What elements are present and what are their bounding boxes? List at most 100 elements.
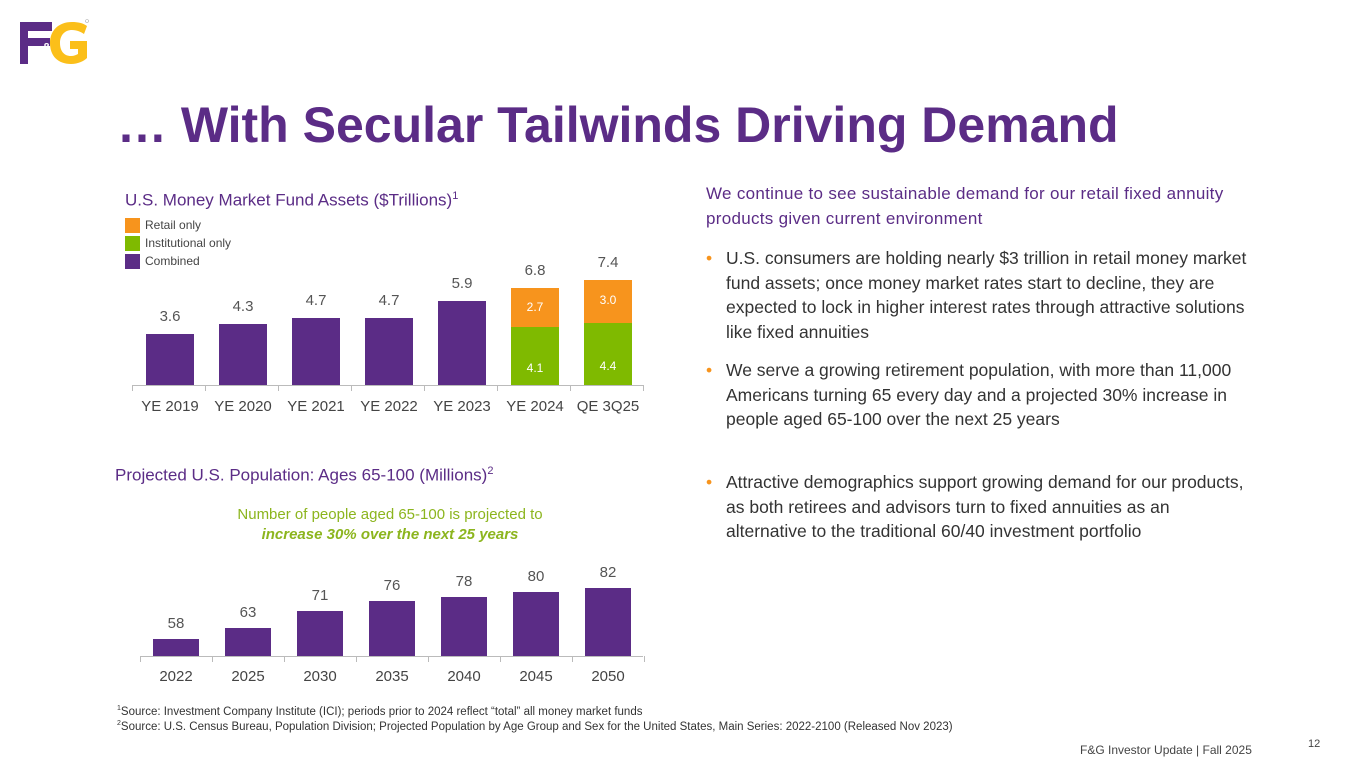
- footnote-text: Source: U.S. Census Bureau, Population D…: [120, 720, 953, 733]
- chart2-title-text: Projected U.S. Population: Ages 65-100 (…: [115, 465, 488, 485]
- legend-institutional: Institutional only: [125, 234, 231, 252]
- value-label: 82: [599, 564, 617, 581]
- footnote-text: Source: Investment Company Institute (IC…: [120, 705, 643, 718]
- legend-label: Combined: [145, 254, 200, 268]
- legend-swatch: [125, 235, 140, 251]
- value-label: 76: [383, 576, 401, 594]
- legend-retail: Retail only: [125, 216, 231, 234]
- institutional-value-label: 4.1: [526, 360, 544, 375]
- bullet-text: Attractive demographics support growing …: [726, 472, 1244, 541]
- x-tick: [284, 656, 285, 662]
- x-tick: [500, 656, 501, 662]
- bar-institutional: [511, 326, 559, 385]
- x-tick: [570, 385, 571, 391]
- page-number: 12: [1308, 738, 1321, 750]
- total-value-label: 5.9: [451, 275, 473, 293]
- x-tick-label: 2035: [375, 668, 409, 685]
- annotation-line: Number of people aged 65-100 is projecte…: [237, 506, 543, 523]
- x-tick-label: YE 2022: [360, 398, 418, 415]
- total-value-label: 3.6: [159, 307, 181, 325]
- bar-population: [153, 639, 199, 656]
- x-tick: [278, 385, 279, 391]
- bullet-text: We serve a growing retirement population…: [726, 360, 1232, 429]
- chart2-footnote-ref: 2: [487, 465, 494, 477]
- total-value-label: 4.7: [305, 292, 327, 310]
- total-value-label: 6.8: [524, 262, 546, 280]
- total-value-label: 7.4: [597, 253, 619, 271]
- x-tick: [572, 656, 573, 662]
- footnote-1: 1Source: Investment Company Institute (I…: [117, 705, 642, 718]
- x-tick-label: YE 2019: [141, 398, 199, 415]
- value-label: 63: [239, 604, 257, 622]
- bar-retail: [511, 288, 559, 327]
- bar-institutional: [584, 322, 632, 385]
- total-value-label: 4.7: [378, 292, 400, 310]
- x-tick-label: 2040: [447, 668, 481, 685]
- x-axis: [132, 385, 643, 386]
- bullet-icon: •: [706, 360, 713, 380]
- chart1-title-text: U.S. Money Market Fund Assets ($Trillion…: [125, 190, 453, 210]
- x-tick: [351, 385, 352, 391]
- chart1-footnote-ref: 1: [452, 190, 459, 202]
- footnote-2: 2Source: U.S. Census Bureau, Population …: [117, 720, 953, 733]
- legend-swatch: [125, 217, 140, 233]
- legend-label: Retail only: [145, 218, 202, 232]
- bar-population: [297, 611, 343, 656]
- value-label: 78: [455, 572, 473, 590]
- bullet-item: • U.S. consumers are holding nearly $3 tr…: [706, 246, 1251, 344]
- x-tick: [643, 385, 644, 391]
- x-tick-label: 2022: [159, 668, 193, 685]
- bar-population: [369, 600, 415, 656]
- chart1-title: U.S. Money Market Fund Assets ($Trillion…: [125, 190, 458, 211]
- x-tick-label: 2030: [303, 668, 337, 685]
- value-label: 80: [527, 568, 545, 586]
- footnote-marker: 1: [117, 705, 121, 712]
- footer-text: F&G Investor Update | Fall 2025: [1080, 743, 1252, 757]
- x-tick-label: 2025: [231, 668, 265, 685]
- chart2-title: Projected U.S. Population: Ages 65-100 (…: [115, 465, 493, 486]
- bar-population: [441, 596, 487, 656]
- bar-combined: [146, 333, 194, 385]
- bullet-text: U.S. consumers are holding nearly $3 tri…: [726, 248, 1247, 342]
- x-tick-label: YE 2024: [506, 398, 564, 415]
- footnote-marker: 2: [117, 720, 121, 727]
- x-tick-label: 2045: [519, 668, 553, 685]
- bullet-icon: •: [706, 472, 713, 492]
- x-tick: [205, 385, 206, 391]
- total-value-label: 4.3: [232, 297, 254, 315]
- legend-label: Institutional only: [145, 236, 232, 250]
- value-label: 71: [311, 587, 329, 605]
- right-heading: We continue to see sustainable demand fo…: [706, 184, 1224, 228]
- bullet-item: • Attractive demographics support growing…: [706, 470, 1251, 544]
- chart2-annotation: Number of people aged 65-100 is projecte…: [180, 505, 600, 545]
- bar-combined: [219, 323, 267, 385]
- value-label: 58: [167, 615, 185, 632]
- bar-combined: [365, 318, 413, 385]
- retail-value-label: 3.0: [599, 293, 617, 308]
- fg-logo: &: [20, 19, 89, 64]
- svg-text:&: &: [42, 40, 51, 55]
- bar-population: [225, 628, 271, 656]
- x-tick: [644, 656, 645, 662]
- x-tick: [424, 385, 425, 391]
- x-tick: [356, 656, 357, 662]
- institutional-value-label: 4.4: [599, 358, 617, 373]
- x-tick: [132, 385, 133, 391]
- x-tick: [497, 385, 498, 391]
- retail-value-label: 2.7: [526, 299, 544, 314]
- bar-combined: [292, 318, 340, 385]
- bullet-icon: •: [706, 248, 713, 268]
- bar-retail: [584, 279, 632, 323]
- chart1-legend: Retail only Institutional only Combined: [125, 216, 231, 270]
- page-title: … With Secular Tailwinds Driving Demand: [117, 97, 1119, 153]
- x-tick-label: QE 3Q25: [576, 398, 640, 415]
- x-tick: [140, 656, 141, 662]
- legend-swatch: [125, 253, 140, 269]
- bar-population: [513, 592, 559, 656]
- x-tick-label: YE 2023: [433, 398, 491, 415]
- x-tick: [212, 656, 213, 662]
- x-axis: [140, 656, 643, 657]
- bullet-item: • We serve a growing retirement populatio…: [706, 358, 1251, 432]
- annotation-emphasis: increase 30% over the next 25 years: [261, 526, 519, 543]
- legend-combined: Combined: [125, 252, 231, 270]
